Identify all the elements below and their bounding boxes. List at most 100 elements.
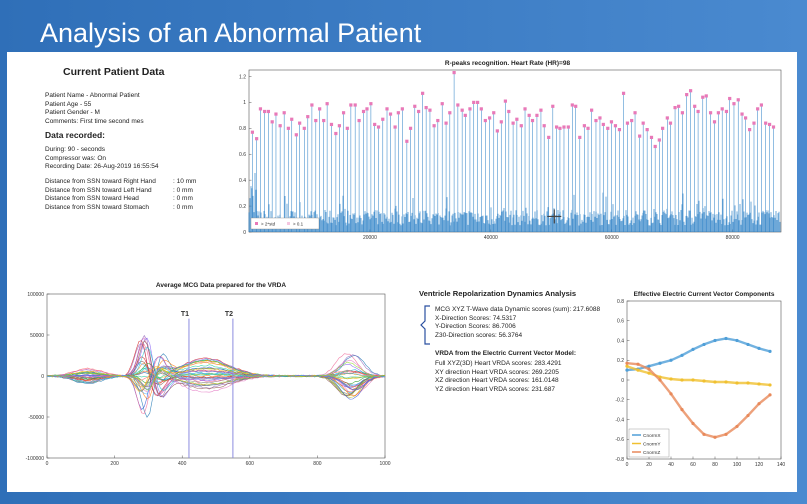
r-peak-marker (617, 128, 622, 132)
series-point (691, 378, 695, 382)
patient-name: Patient Name - Abnormal Patient (45, 92, 140, 99)
y-tick-label: -100000 (26, 456, 45, 462)
series-cnormz (625, 361, 772, 439)
r-peak-marker (282, 111, 286, 115)
x-tick-label: 60000 (605, 235, 619, 241)
distance-label-left-hand: Distance from SSN toward Left Hand (45, 186, 152, 194)
distance-label-head: Distance from SSN toward Head (45, 195, 139, 203)
legend-label: CnormY (643, 441, 661, 447)
r-peak-marker (724, 109, 729, 114)
series-point (735, 424, 739, 429)
r-peak-marker (476, 100, 480, 104)
r-peak-marker (661, 126, 665, 130)
r-peak-marker (736, 98, 740, 102)
vrda-xy-score: XY direction Heart VRDA scores: 269.2205 (435, 368, 559, 376)
rpeaks-legend: > 2*std > 0.1 (250, 217, 320, 230)
r-peak-marker (630, 118, 634, 123)
r-peak-marker (294, 133, 298, 137)
series-point (625, 361, 629, 365)
series-line (626, 337, 771, 372)
series-point (735, 338, 739, 343)
r-peak-marker (689, 89, 693, 93)
r-peak-marker (337, 124, 341, 128)
vrda-yz-score: YZ direction Heart VRDA scores: 231.687 (435, 385, 555, 393)
r-peak-marker (511, 121, 515, 125)
distance-value-right-hand: : 10 mm (173, 178, 197, 185)
r-peak-marker (353, 103, 357, 107)
r-peak-marker (479, 107, 483, 111)
distance-value-head: : 0 mm (173, 195, 193, 203)
r-peak-marker (732, 102, 736, 106)
recorded-heading: Data recorded: (45, 130, 105, 140)
rpeaks-chart: 20000 40000 60000 80000 0 0.2 0.4 0.6 0.8 1 1.2 > 2… (239, 69, 782, 241)
series-point (757, 402, 761, 406)
r-peak-marker (701, 95, 705, 99)
r-peak-marker (440, 102, 444, 106)
y-tick-label: -0.6 (615, 437, 624, 443)
series-point (757, 382, 761, 386)
r-peak-marker (598, 116, 602, 120)
r-peak-marker (771, 125, 776, 129)
r-peak-marker (696, 109, 700, 114)
r-peak-marker (574, 104, 578, 108)
vrda-heading: Ventricle Repolarization Dynamics Analys… (419, 289, 577, 298)
y-tick-label: 0.2 (239, 204, 246, 210)
y-tick-label: 0.6 (239, 152, 246, 158)
mcg-trace (46, 359, 386, 379)
r-peak-marker (625, 121, 630, 125)
series-point (702, 379, 706, 383)
r-peak-marker (759, 103, 763, 107)
series-point (724, 380, 728, 384)
y-tick-label: 0.4 (617, 338, 624, 344)
r-peak-marker (740, 112, 744, 116)
r-peak-marker (756, 107, 760, 111)
x-tick-label: 80000 (726, 235, 740, 241)
r-peak-marker (302, 126, 306, 130)
r-peak-marker (361, 109, 366, 114)
r-peak-marker (716, 111, 720, 115)
series-point (647, 367, 651, 371)
vrda-xz-score: XZ direction Heart VRDA scores: 161.0148 (435, 377, 559, 385)
r-peak-marker (558, 126, 562, 130)
legend-label-threshold: > 0.1 (293, 222, 304, 227)
x-tick-label: 0 (626, 462, 629, 468)
series-point (647, 364, 651, 368)
r-peak-marker (554, 125, 559, 129)
series-point (636, 368, 640, 372)
r-peak-marker (712, 120, 717, 124)
series-point (702, 432, 706, 436)
series-point (658, 361, 662, 365)
r-peak-marker (468, 107, 472, 111)
r-peak-marker (566, 125, 570, 129)
series-line (626, 365, 771, 387)
series-point (713, 435, 717, 439)
r-peak-marker (499, 120, 503, 124)
r-peak-marker (266, 109, 271, 114)
r-peak-marker (495, 129, 499, 133)
r-peak-marker (653, 144, 657, 149)
x-tick-label: 200 (110, 461, 119, 467)
legend-box (250, 217, 320, 230)
r-peak-marker (306, 115, 310, 119)
y-tick-label: -0.2 (615, 398, 624, 404)
r-peak-marker (318, 107, 322, 111)
vector-chart: 0 20 40 60 80 100 120 140 -0.8 -0.6 -0.4 -0.2 0 0.2 0.… (615, 299, 786, 468)
r-peak-marker (488, 116, 492, 120)
marker-label-t2: T2 (225, 311, 233, 318)
r-peak-marker (270, 120, 274, 124)
vrda-sum-score: MCG XYZ T-Wave data Dynamic scores (sum)… (435, 306, 601, 313)
r-peak-marker (503, 99, 508, 103)
r-peak-marker (744, 116, 748, 120)
vrda-y-score: Y-Direction Scores: 86.7006 (435, 323, 516, 331)
r-peak-marker (385, 107, 389, 111)
r-peak-marker (621, 91, 626, 95)
legend-label: CnormZ (643, 450, 660, 456)
r-peak-marker (764, 121, 768, 125)
x-tick-label: 140 (777, 462, 786, 468)
r-peak-marker (325, 102, 329, 106)
r-peak-marker (547, 135, 551, 139)
x-tick-label: 0 (46, 461, 49, 467)
r-peak-marker (519, 124, 523, 128)
series-point (746, 381, 750, 385)
r-peak-marker (263, 109, 267, 114)
